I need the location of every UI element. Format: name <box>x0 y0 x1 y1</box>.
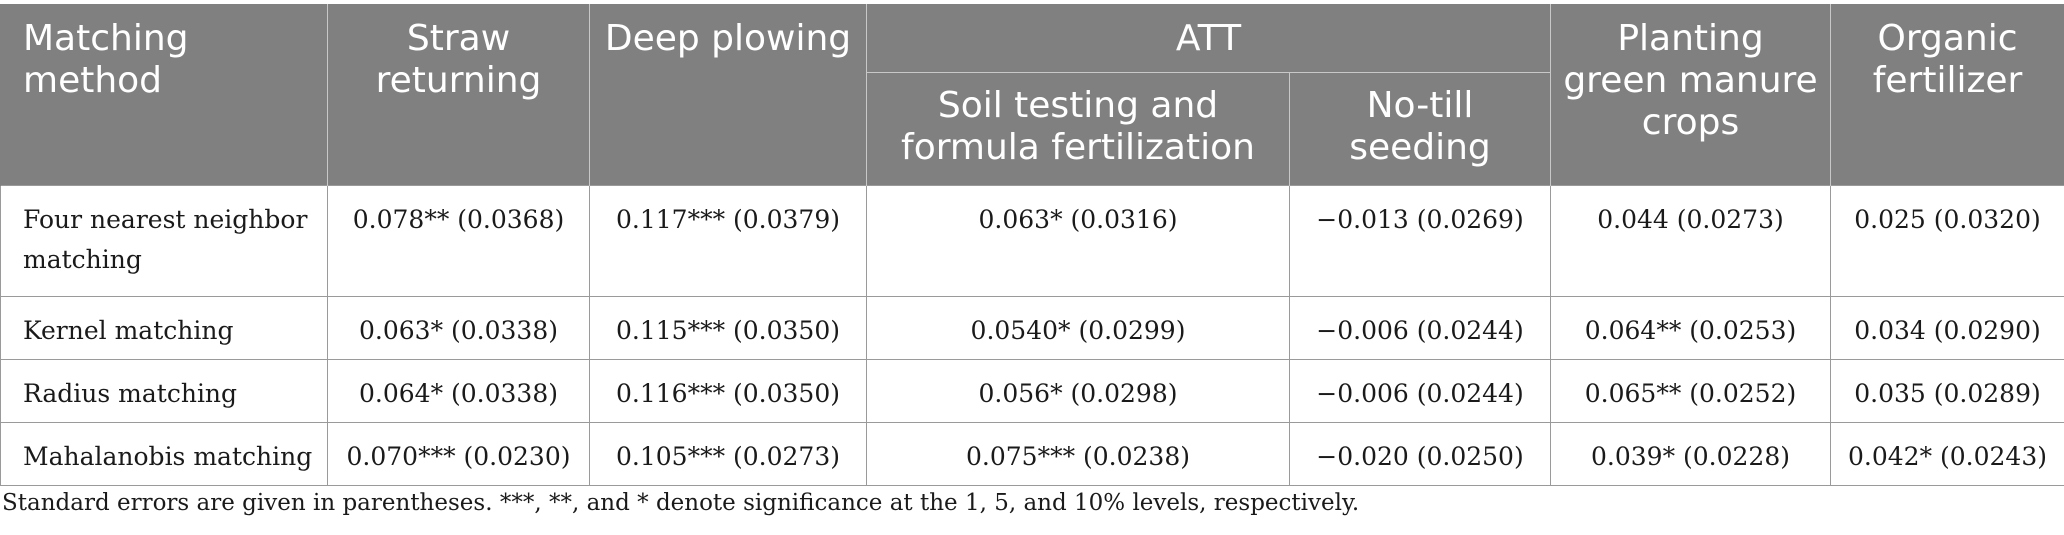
value-cell: 0.117*** (0.0379) <box>589 185 867 297</box>
table-row: Mahalanobis matching 0.070*** (0.0230) 0… <box>0 422 2064 486</box>
table-row: Radius matching 0.064* (0.0338) 0.116***… <box>0 359 2064 423</box>
table-row: Kernel matching 0.063* (0.0338) 0.115***… <box>0 296 2064 360</box>
header-deep-plowing: Deep plowing <box>589 4 867 186</box>
header-matching-method: Matching method <box>0 4 328 186</box>
header-soil-testing: Soil testing and formula fertilization <box>866 72 1290 186</box>
value-cell: 0.065** (0.0252) <box>1550 359 1831 423</box>
value-cell: 0.035 (0.0289) <box>1830 359 2064 423</box>
value-cell: −0.020 (0.0250) <box>1289 422 1551 486</box>
value-cell: 0.075*** (0.0238) <box>866 422 1290 486</box>
value-cell: 0.025 (0.0320) <box>1830 185 2064 297</box>
value-cell: 0.078** (0.0368) <box>327 185 590 297</box>
value-cell: 0.115*** (0.0350) <box>589 296 867 360</box>
header-straw-returning: Straw returning <box>327 4 590 186</box>
value-cell: 0.034 (0.0290) <box>1830 296 2064 360</box>
value-cell: −0.006 (0.0244) <box>1289 359 1551 423</box>
value-cell: 0.042* (0.0243) <box>1830 422 2064 486</box>
value-cell: 0.056* (0.0298) <box>866 359 1290 423</box>
att-results-table: Matching method Straw returning Deep plo… <box>0 4 2064 486</box>
value-cell: −0.006 (0.0244) <box>1289 296 1551 360</box>
value-cell: −0.013 (0.0269) <box>1289 185 1551 297</box>
value-cell: 0.116*** (0.0350) <box>589 359 867 423</box>
value-cell: 0.064** (0.0253) <box>1550 296 1831 360</box>
header-organic-fertilizer: Organic fertilizer <box>1830 4 2064 186</box>
row-method-cell: Radius matching <box>0 359 328 423</box>
value-cell: 0.063* (0.0316) <box>866 185 1290 297</box>
value-cell: 0.064* (0.0338) <box>327 359 590 423</box>
table-footnote: Standard errors are given in parentheses… <box>2 490 1360 516</box>
table-row: Four nearest neighbor matching 0.078** (… <box>0 185 2064 297</box>
value-cell: 0.044 (0.0273) <box>1550 185 1831 297</box>
value-cell: 0.070*** (0.0230) <box>327 422 590 486</box>
row-method-cell: Mahalanobis matching <box>0 422 328 486</box>
row-method-cell: Kernel matching <box>0 296 328 360</box>
value-cell: 0.0540* (0.0299) <box>866 296 1290 360</box>
value-cell: 0.063* (0.0338) <box>327 296 590 360</box>
results-table-container: Matching method Straw returning Deep plo… <box>0 4 2064 486</box>
value-cell: 0.105*** (0.0273) <box>589 422 867 486</box>
header-planting-green-manure-crops: Planting green manure crops <box>1550 4 1831 186</box>
value-cell: 0.039* (0.0228) <box>1550 422 1831 486</box>
header-no-till-seeding: No-till seeding <box>1289 72 1551 186</box>
row-method-cell: Four nearest neighbor matching <box>0 185 328 297</box>
header-att: ATT <box>866 4 1551 73</box>
